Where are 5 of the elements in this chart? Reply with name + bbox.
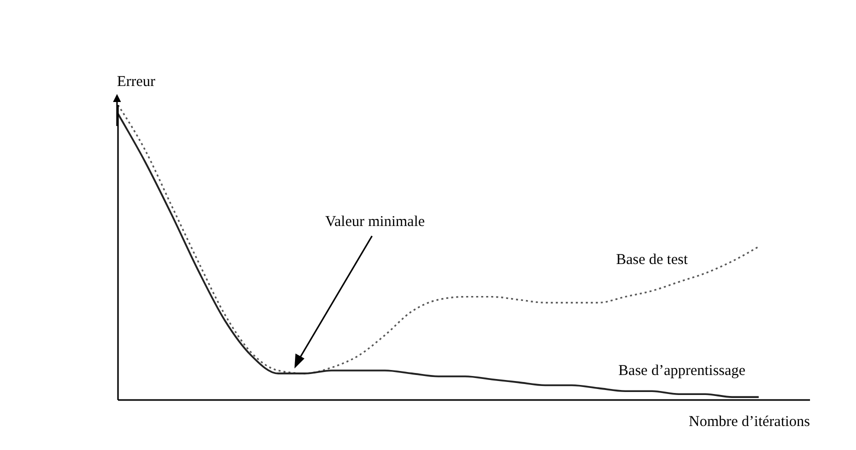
x-axis-title: Nombre d’itérations [688,414,810,430]
series-label: Base d’apprentissage [618,363,746,380]
y-axis-title: Erreur [117,74,156,90]
series-label: Base de test [616,252,689,268]
annotation: Valeur minimale [325,214,426,230]
